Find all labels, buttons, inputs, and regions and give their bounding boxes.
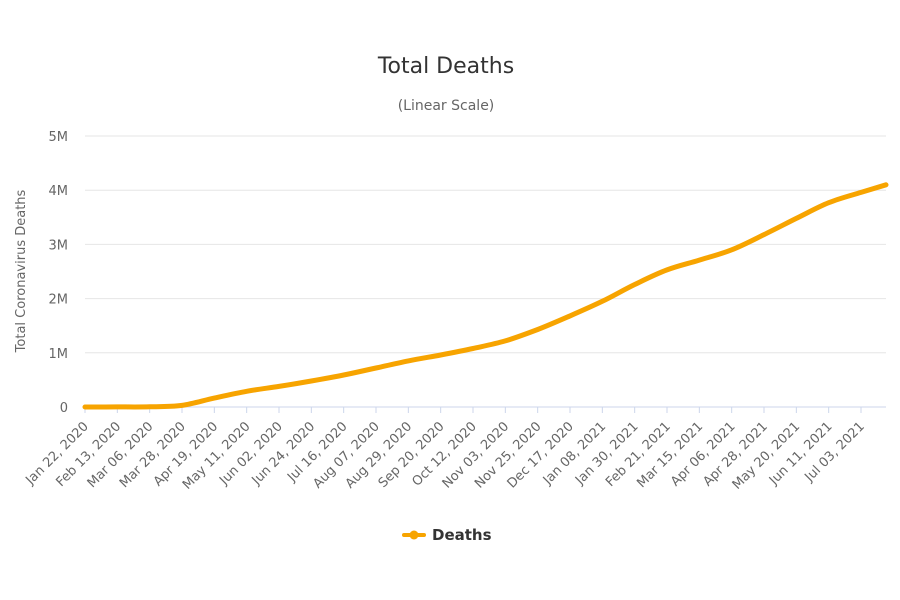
chart-title: Total Deaths xyxy=(377,54,514,79)
legend-symbol-marker xyxy=(409,530,419,540)
series-layer xyxy=(82,182,889,410)
y-tick-label: 3M xyxy=(49,238,69,253)
series-line-deaths[interactable] xyxy=(82,182,889,410)
gridlines xyxy=(85,135,886,408)
chart-subtitle: (Linear Scale) xyxy=(398,98,495,114)
y-axis-ticks: 0 1M 2M 3M 4M 5M xyxy=(49,130,69,416)
y-tick-label: 4M xyxy=(49,184,69,199)
legend-label-deaths[interactable]: Deaths xyxy=(432,526,492,544)
y-tick-label: 0 xyxy=(60,401,68,416)
y-tick-label: 2M xyxy=(49,293,69,308)
legend[interactable]: Deaths xyxy=(402,526,492,544)
y-tick-label: 5M xyxy=(49,130,69,145)
y-tick-label: 1M xyxy=(49,347,69,362)
y-axis-title: Total Coronavirus Deaths xyxy=(14,189,29,353)
